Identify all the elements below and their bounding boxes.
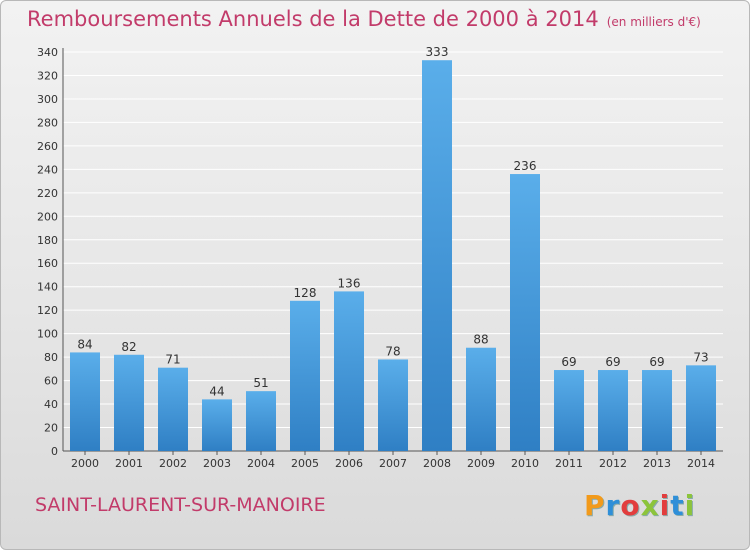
data-label: 44 <box>209 384 224 398</box>
bar <box>246 391 276 451</box>
y-tick-label: 180 <box>37 234 58 247</box>
x-tick-label: 2008 <box>423 457 451 470</box>
x-tick-label: 2014 <box>687 457 715 470</box>
data-label: 78 <box>385 344 400 358</box>
bar <box>554 370 584 451</box>
data-label: 128 <box>294 286 317 300</box>
data-label: 69 <box>605 355 620 369</box>
bar <box>598 370 628 451</box>
data-label: 136 <box>338 276 361 290</box>
y-tick-label: 160 <box>37 257 58 270</box>
x-tick-label: 2013 <box>643 457 671 470</box>
y-tick-label: 80 <box>44 351 58 364</box>
proxiti-logo: Proxiti <box>584 489 695 522</box>
logo-letter: P <box>584 489 606 522</box>
data-label: 69 <box>561 355 576 369</box>
chart-title-text: Remboursements Annuels de la Dette de 20… <box>27 7 599 31</box>
logo-letter: i <box>659 489 671 522</box>
y-tick-label: 220 <box>37 187 58 200</box>
bar <box>202 399 232 451</box>
x-tick-label: 2011 <box>555 457 583 470</box>
y-tick-label: 280 <box>37 116 58 129</box>
y-tick-label: 40 <box>44 398 58 411</box>
logo-letter: i <box>684 489 696 522</box>
x-tick-label: 2006 <box>335 457 363 470</box>
x-tick-label: 2000 <box>71 457 99 470</box>
bar <box>686 365 716 451</box>
y-tick-label: 340 <box>37 46 58 59</box>
y-tick-label: 240 <box>37 163 58 176</box>
logo-letter: o <box>620 489 641 522</box>
y-tick-label: 100 <box>37 328 58 341</box>
chart-subtitle: (en milliers d'€) <box>606 15 701 29</box>
logo-letter: r <box>605 489 621 522</box>
data-label: 73 <box>693 350 708 364</box>
data-label: 88 <box>473 333 488 347</box>
x-tick-label: 2010 <box>511 457 539 470</box>
y-tick-label: 120 <box>37 304 58 317</box>
bar <box>114 354 144 451</box>
x-tick-label: 2007 <box>379 457 407 470</box>
logo-letter: t <box>670 489 685 522</box>
chart-title: Remboursements Annuels de la Dette de 20… <box>27 7 701 31</box>
bar <box>290 300 320 451</box>
data-label: 71 <box>165 353 180 367</box>
x-tick-label: 2012 <box>599 457 627 470</box>
bar <box>422 60 452 451</box>
data-label: 82 <box>121 340 136 354</box>
y-tick-label: 200 <box>37 210 58 223</box>
data-label: 69 <box>649 355 664 369</box>
bar <box>158 367 188 451</box>
data-label: 333 <box>426 45 449 59</box>
bar <box>334 291 364 451</box>
bar <box>466 347 496 451</box>
data-label: 51 <box>253 376 268 390</box>
data-label: 236 <box>514 159 537 173</box>
x-tick-label: 2009 <box>467 457 495 470</box>
y-tick-label: 0 <box>51 445 58 458</box>
bar <box>70 352 100 451</box>
y-tick-label: 60 <box>44 375 58 388</box>
y-tick-label: 320 <box>37 69 58 82</box>
bar <box>510 174 540 451</box>
x-tick-label: 2005 <box>291 457 319 470</box>
logo-letter: x <box>640 489 660 522</box>
bar <box>378 359 408 451</box>
x-tick-label: 2004 <box>247 457 275 470</box>
y-tick-label: 260 <box>37 140 58 153</box>
data-label: 84 <box>77 337 92 351</box>
commune-name: SAINT-LAURENT-SUR-MANOIRE <box>35 494 326 516</box>
y-tick-label: 20 <box>44 422 58 435</box>
x-tick-label: 2002 <box>159 457 187 470</box>
x-tick-label: 2003 <box>203 457 231 470</box>
y-tick-label: 300 <box>37 93 58 106</box>
x-tick-label: 2001 <box>115 457 143 470</box>
y-tick-label: 140 <box>37 281 58 294</box>
bar <box>642 370 672 451</box>
